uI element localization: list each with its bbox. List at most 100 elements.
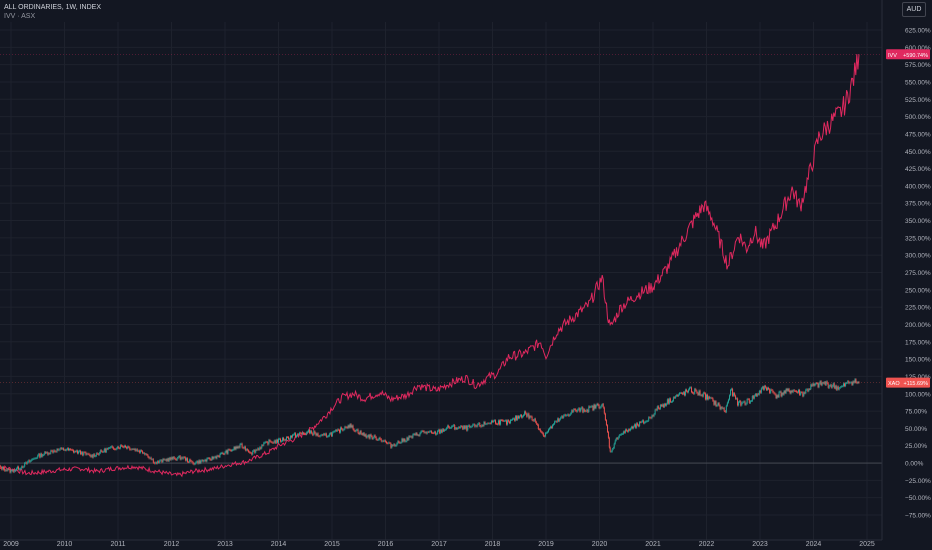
- candle-body: [369, 434, 371, 439]
- candle-body: [26, 462, 28, 464]
- candle-body: [3, 466, 5, 470]
- candle-body: [173, 457, 175, 459]
- candle-body: [242, 447, 244, 449]
- candle-body: [779, 391, 781, 393]
- candle-body: [72, 449, 74, 451]
- candle-body: [754, 393, 756, 396]
- candle-body: [200, 460, 202, 464]
- candle-body: [265, 441, 267, 443]
- symbol-title: ALL ORDINARIES, 1W, INDEX: [4, 4, 101, 11]
- candle-body: [120, 445, 122, 446]
- candle-body: [405, 441, 407, 442]
- candle-body: [53, 450, 55, 453]
- candle-body: [377, 439, 379, 441]
- candle-body: [254, 450, 256, 453]
- candle-body: [583, 409, 585, 413]
- candle-body: [280, 438, 282, 442]
- candle-body: [281, 441, 283, 442]
- candle-body: [526, 413, 528, 417]
- candle-body: [429, 431, 431, 432]
- candle-body: [589, 406, 591, 408]
- candle-body: [744, 401, 746, 405]
- candle-body: [21, 466, 23, 469]
- candle-body: [778, 391, 780, 398]
- candle-body: [428, 431, 430, 433]
- candle-body: [20, 468, 22, 470]
- candle-body: [12, 470, 14, 473]
- candle-body: [214, 456, 216, 458]
- candle-body: [513, 418, 515, 420]
- candle-body: [813, 383, 815, 386]
- currency-button[interactable]: AUD: [902, 2, 926, 17]
- candle-body: [656, 406, 658, 411]
- candle-body: [737, 398, 739, 406]
- x-tick-label: 2012: [164, 541, 180, 548]
- candle-body: [251, 452, 253, 455]
- candle-body: [201, 460, 203, 461]
- candle-body: [837, 386, 839, 390]
- candle-body: [340, 427, 342, 433]
- candle-body: [844, 383, 846, 387]
- candle-body: [236, 446, 238, 449]
- x-tick-label: 2020: [592, 541, 608, 548]
- candle-body: [786, 388, 788, 391]
- candle-body: [424, 432, 426, 433]
- candle-body: [815, 382, 817, 385]
- candle-body: [582, 407, 584, 413]
- candle-body: [852, 381, 854, 385]
- candle-body: [51, 450, 53, 452]
- candle-body: [517, 416, 519, 420]
- candle-body: [192, 461, 194, 464]
- y-tick-label: 125.00%: [905, 374, 931, 381]
- candle-body: [730, 389, 732, 396]
- candle-body: [807, 389, 809, 392]
- candle-body: [679, 392, 681, 394]
- candle-body: [677, 394, 679, 397]
- candle-body: [362, 433, 364, 435]
- candle-body: [736, 398, 738, 400]
- candle-body: [82, 452, 84, 456]
- candle-body: [818, 383, 820, 388]
- candle-body: [253, 450, 255, 452]
- candle-body: [597, 403, 599, 406]
- candle-body: [774, 393, 776, 395]
- y-tick-label: 450.00%: [905, 149, 931, 156]
- candle-body: [4, 469, 6, 471]
- candle-body: [439, 429, 441, 434]
- candle-body: [716, 405, 718, 407]
- candle-body: [790, 390, 792, 394]
- candle-body: [317, 433, 319, 437]
- candle-body: [350, 424, 352, 428]
- candle-body: [796, 391, 798, 393]
- candle-body: [723, 407, 725, 412]
- candle-body: [289, 438, 291, 440]
- candle-body: [374, 435, 376, 437]
- candle-body: [395, 445, 397, 447]
- candle-body: [91, 455, 93, 458]
- candle-body: [210, 459, 212, 461]
- candle-body: [300, 432, 302, 434]
- candle-body: [751, 396, 753, 401]
- candle-body: [1, 467, 3, 470]
- candle-body: [334, 430, 336, 432]
- candle-body: [489, 423, 491, 424]
- candle-body: [296, 435, 298, 438]
- candle-body: [572, 410, 574, 412]
- series-candles-xao: [0, 378, 860, 474]
- candle-body: [847, 381, 849, 383]
- candle-body: [560, 417, 562, 420]
- candle-body: [357, 429, 359, 434]
- candle-body: [95, 453, 97, 457]
- candle-body: [713, 400, 715, 405]
- candle-body: [707, 394, 709, 400]
- candle-body: [209, 458, 211, 460]
- candle-body: [575, 409, 577, 411]
- candle-body: [522, 416, 524, 418]
- candle-body: [415, 433, 417, 435]
- candle-body: [74, 451, 76, 453]
- candle-body: [353, 429, 355, 431]
- candle-body: [441, 429, 443, 433]
- candle-body: [272, 442, 274, 444]
- candle-body: [115, 448, 117, 450]
